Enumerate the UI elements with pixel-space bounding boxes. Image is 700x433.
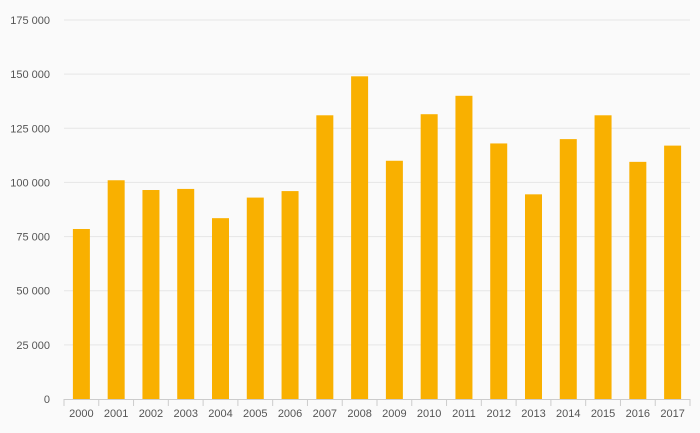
bar-2010 [421,114,438,399]
bar-2002 [142,190,159,399]
bar-2005 [247,198,264,399]
x-tick-label: 2005 [243,408,267,420]
y-tick-label: 25 000 [16,340,50,352]
x-tick-label: 2007 [313,408,337,420]
x-tick-label: 2013 [521,408,545,420]
x-tick-label: 2009 [382,408,406,420]
bar-2000 [73,229,90,399]
bar-2014 [560,139,577,399]
x-tick-label: 2011 [452,408,476,420]
x-tick-label: 2016 [626,408,650,420]
bar-2013 [525,194,542,399]
x-tick-label: 2002 [139,408,163,420]
y-tick-label: 150 000 [10,69,50,81]
x-tick-label: 2000 [69,408,93,420]
y-tick-label: 175 000 [10,15,50,27]
bar-2016 [629,162,646,399]
y-tick-label: 50 000 [16,286,50,298]
x-tick-label: 2004 [208,408,232,420]
bar-2003 [177,189,194,399]
bars [73,76,681,399]
x-tick-label: 2017 [660,408,684,420]
x-axis: 2000 2001 2002 2003 2004 2005 2006 2007 2008 2009… [64,399,690,420]
y-tick-label: 125 000 [10,123,50,135]
bar-2001 [108,180,125,399]
bar-2015 [595,115,612,399]
x-tick-label: 2003 [173,408,197,420]
x-tick-label: 2008 [347,408,371,420]
bar-2008 [351,76,368,399]
y-tick-label: 100 000 [10,177,50,189]
y-tick-label: 0 [44,394,50,406]
x-tick-label: 2014 [556,408,580,420]
x-tick-label: 2012 [486,408,510,420]
bar-2017 [664,146,681,399]
bar-2012 [490,143,507,399]
x-tick-label: 2015 [591,408,615,420]
bar-2011 [455,96,472,399]
bar-2006 [282,191,299,399]
x-tick-label: 2006 [278,408,302,420]
y-tick-label: 75 000 [16,232,50,244]
bar-2007 [316,115,333,399]
x-tick-label: 2010 [417,408,441,420]
bar-2004 [212,218,229,399]
bar-2009 [386,161,403,399]
y-axis: 0 25 000 50 000 75 000 100 000 125 000 150 000… [10,15,50,406]
x-tick-label: 2001 [104,408,128,420]
